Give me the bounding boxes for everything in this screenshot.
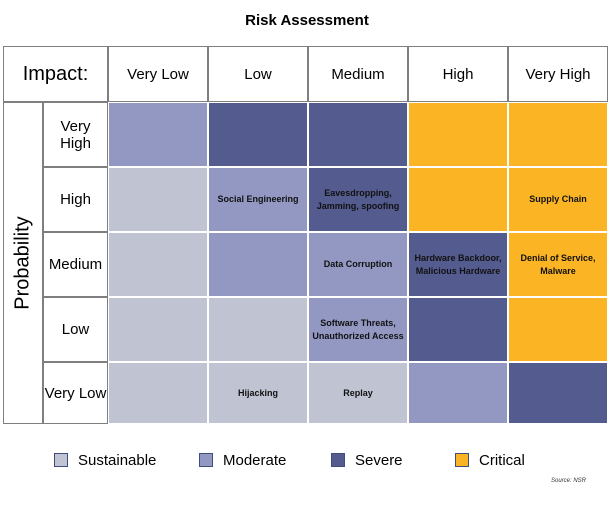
legend-item-severe: Severe: [331, 449, 403, 471]
risk-cell: [108, 362, 208, 424]
legend-swatch: [455, 453, 469, 467]
probability-axis-label: Probability: [11, 216, 34, 310]
source-note: Source: NSR: [550, 478, 586, 484]
risk-cell: Supply Chain: [508, 167, 608, 232]
risk-cell: [108, 167, 208, 232]
risk-cell: [108, 102, 208, 167]
legend-swatch: [54, 453, 68, 467]
probability-header-low: Low: [43, 297, 108, 362]
risk-label: Denial of Service, Malware: [520, 252, 596, 276]
probability-header-medium: Medium: [43, 232, 108, 297]
probability-axis-label-box: Probability: [3, 102, 43, 424]
risk-cell: [408, 297, 508, 362]
legend-label: Severe: [355, 451, 403, 469]
probability-header-very-low: Very Low: [43, 362, 108, 424]
legend-item-sustainable: Sustainable: [54, 449, 156, 471]
risk-cell: [308, 102, 408, 167]
risk-label: Data Corruption: [323, 259, 393, 269]
risk-cell: [208, 297, 308, 362]
impact-header-very-low: Very Low: [108, 46, 208, 102]
risk-cell: Data Corruption: [308, 232, 408, 297]
risk-cell: [208, 232, 308, 297]
risk-label: Hardware Backdoor, Malicious Hardware: [414, 252, 502, 276]
risk-label: Supply Chain: [529, 194, 587, 204]
risk-cell: [508, 362, 608, 424]
impact-axis-label: Impact:: [3, 46, 108, 102]
risk-cell: Software Threats, Unauthorized Access: [308, 297, 408, 362]
risk-cell: [108, 232, 208, 297]
probability-header-high: High: [43, 167, 108, 232]
risk-label: Social Engineering: [217, 194, 299, 204]
risk-cell: [408, 102, 508, 167]
impact-header-medium: Medium: [308, 46, 408, 102]
risk-cell: Social Engineering: [208, 167, 308, 232]
risk-cell: Denial of Service, Malware: [508, 232, 608, 297]
risk-label: Replay: [343, 387, 373, 398]
legend-label: Critical: [479, 451, 525, 469]
legend: Sustainable Moderate Severe Critical: [0, 449, 614, 471]
risk-cell: [208, 102, 308, 167]
risk-matrix: Impact: Very Low Low Medium High Very High Pro…: [3, 46, 608, 424]
legend-item-moderate: Moderate: [199, 449, 286, 471]
impact-header-high: High: [408, 46, 508, 102]
probability-header-very-high: Very High: [43, 102, 108, 167]
risk-cell: Replay: [308, 362, 408, 424]
legend-swatch: [331, 453, 345, 467]
legend-item-critical: Critical: [455, 449, 525, 471]
legend-label: Sustainable: [78, 451, 157, 469]
legend-swatch: [199, 453, 213, 467]
chart-title: Risk Assessment: [245, 12, 369, 29]
risk-cell: [408, 362, 508, 424]
legend-label: Moderate: [223, 451, 287, 469]
risk-cell: [508, 102, 608, 167]
risk-cell: Hardware Backdoor, Malicious Hardware: [408, 232, 508, 297]
risk-cell: [408, 167, 508, 232]
risk-cell: [108, 297, 208, 362]
risk-label: Software Threats, Unauthorized Access: [312, 317, 404, 341]
impact-header-low: Low: [208, 46, 308, 102]
risk-cell: Hijacking: [208, 362, 308, 424]
impact-header-very-high: Very High: [508, 46, 608, 102]
risk-cell: [508, 297, 608, 362]
risk-label: Hijacking: [237, 387, 278, 398]
risk-cell: Eavesdropping, Jamming, spoofing: [308, 167, 408, 232]
risk-label: Eavesdropping, Jamming, spoofing: [316, 187, 400, 211]
